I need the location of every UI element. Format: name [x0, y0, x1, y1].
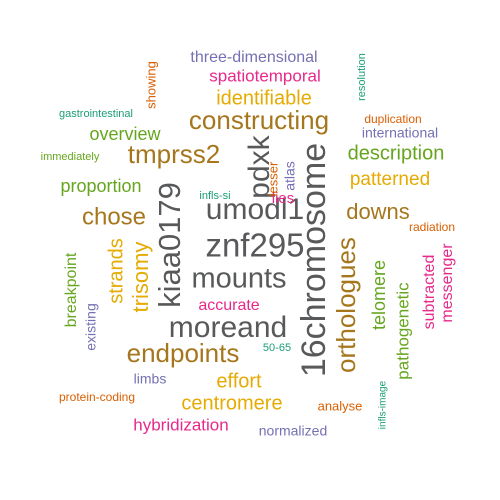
word-overview: overview [89, 124, 161, 144]
word-radiation: radiation [409, 220, 455, 234]
word-three-dimensional: three-dimensional [190, 49, 317, 66]
word-kiaa0179: kiaa0179 [152, 182, 187, 308]
word-normalized: normalized [259, 423, 327, 439]
word-gastrointestinal: gastrointestinal [59, 108, 133, 120]
word-identifiable: identifiable [216, 87, 312, 109]
word-umodl1: umodl1 [206, 193, 304, 226]
word-downs: downs [346, 199, 410, 224]
word-immediately: immediately [41, 151, 100, 163]
word-50-65: 50-65 [263, 342, 291, 354]
word-mounts: mounts [191, 263, 286, 295]
word-patterned: patterned [350, 169, 430, 190]
word-lesser: lesser [265, 161, 280, 196]
word-international: international [362, 125, 438, 141]
word-resolution: resolution [356, 53, 368, 101]
word-constructing: constructing [189, 105, 329, 135]
word-hybridization: hybridization [133, 415, 228, 434]
word-subtracted: subtracted [421, 255, 438, 330]
word-atlas: atlas [282, 161, 298, 191]
word-accurate: accurate [198, 297, 259, 314]
word-messenger: messenger [439, 243, 456, 323]
word-existing: existing [83, 303, 99, 350]
word-trisomy: trisomy [128, 242, 153, 313]
word-pathogenetic: pathogenetic [393, 282, 412, 380]
word-chose: chose [82, 203, 146, 230]
word-limbs: limbs [134, 371, 167, 387]
word-orthologues: orthologues [331, 237, 361, 373]
word-telomere: telomere [369, 260, 389, 330]
word-endpoints: endpoints [127, 338, 240, 368]
word-description: description [348, 142, 445, 164]
word-breakpoint: breakpoint [63, 252, 80, 327]
word-showing: showing [143, 61, 158, 109]
word-infls-image: infls-image [378, 380, 389, 429]
word-protein-coding: protein-coding [59, 390, 135, 404]
word-spatiotemporal: spatiotemporal [209, 66, 321, 85]
word-lies: lies [272, 190, 295, 207]
word-proportion: proportion [60, 176, 141, 196]
word-duplication: duplication [364, 112, 421, 126]
word-infls-si: infls-si [199, 190, 230, 202]
word-tmprss2: tmprss2 [128, 139, 220, 169]
word-strands: strands [105, 238, 127, 304]
word-16chromosome: 16chromosome [295, 143, 333, 377]
word-moreand: moreand [169, 311, 287, 344]
word-centromere: centromere [181, 392, 282, 414]
word-znf295: znf295 [205, 227, 304, 264]
word-pdxk: pdxk [243, 134, 276, 198]
word-analyse: analyse [318, 398, 363, 413]
word-effort: effort [216, 370, 262, 392]
